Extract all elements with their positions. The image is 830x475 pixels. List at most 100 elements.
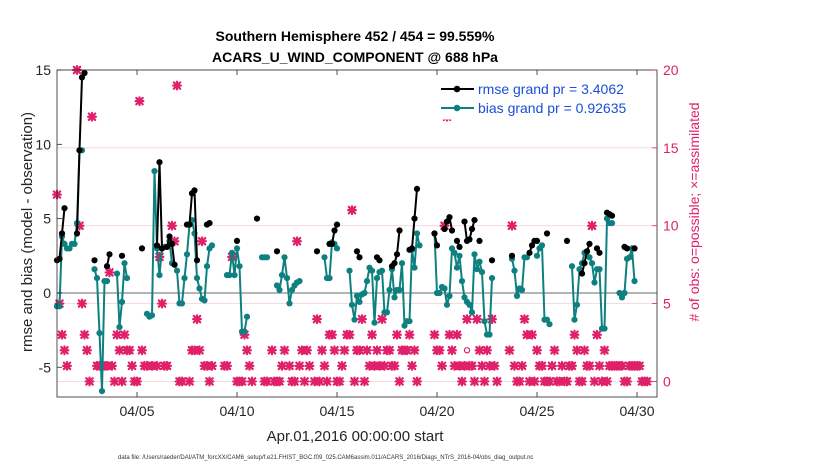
obs-assimilated-marker bbox=[587, 220, 597, 231]
obs-assimilated-marker bbox=[479, 376, 490, 387]
obs-assimilated-marker bbox=[377, 314, 387, 325]
bias-point bbox=[91, 266, 98, 273]
rmse-point bbox=[623, 245, 631, 252]
obs-assimilated-marker bbox=[549, 345, 560, 356]
bias-point bbox=[453, 264, 461, 271]
rmse-point bbox=[441, 225, 448, 233]
obs-assimilated-marker bbox=[82, 345, 92, 356]
obs-assimilated-marker bbox=[519, 314, 530, 325]
obs-assimilated-marker bbox=[312, 314, 322, 325]
bias-point bbox=[386, 286, 393, 294]
rmse-point bbox=[446, 214, 453, 221]
obs-assimilated-marker bbox=[62, 360, 72, 371]
obs-assimilated-marker bbox=[477, 360, 487, 371]
bias-point bbox=[278, 272, 286, 279]
obs-assimilated-marker bbox=[79, 329, 90, 340]
x-tick-label: 04/15 bbox=[319, 403, 354, 419]
bias-point bbox=[586, 254, 593, 261]
rmse-point bbox=[58, 230, 66, 237]
bias-point bbox=[588, 260, 596, 267]
obs-assimilated-marker bbox=[339, 345, 350, 356]
rmse-point bbox=[466, 236, 473, 243]
obs-assimilated-marker bbox=[407, 360, 417, 371]
obs-assimilated-marker bbox=[194, 345, 205, 356]
obs-assimilated-marker bbox=[362, 345, 372, 356]
bias-point bbox=[631, 278, 638, 285]
obs-assimilated-marker bbox=[132, 376, 142, 387]
right-y-tick-label: 20 bbox=[663, 62, 679, 78]
bias-point bbox=[601, 325, 608, 332]
left-y-axis-label: rmse and bias (model - observation) bbox=[19, 112, 36, 352]
obs-assimilated-marker bbox=[567, 360, 577, 371]
rmse-point bbox=[581, 260, 588, 267]
obs-assimilated-marker bbox=[392, 329, 402, 340]
rmse-point bbox=[596, 249, 603, 256]
bias-point bbox=[283, 275, 291, 282]
bias-point bbox=[351, 316, 358, 323]
obs-assimilated-marker bbox=[207, 360, 217, 371]
obs-assimilated-marker bbox=[167, 220, 177, 231]
obs-assimilated-marker bbox=[204, 376, 215, 387]
bias-point bbox=[596, 266, 603, 273]
obs-possible-marker bbox=[463, 347, 471, 354]
bias-point bbox=[226, 272, 233, 279]
rmse-point bbox=[471, 217, 478, 224]
obs-assimilated-marker bbox=[237, 376, 247, 387]
obs-assimilated-marker bbox=[109, 376, 120, 387]
obs-assimilated-marker bbox=[602, 376, 612, 387]
bias-point bbox=[378, 267, 386, 274]
obs-assimilated-marker bbox=[337, 360, 347, 371]
rmse-point bbox=[106, 251, 113, 258]
obs-assimilated-marker bbox=[569, 329, 580, 340]
rmse-point bbox=[76, 147, 83, 154]
rmse-point bbox=[328, 240, 336, 247]
rmse-point bbox=[61, 205, 68, 212]
obs-assimilated-marker bbox=[242, 345, 252, 356]
bias-point bbox=[406, 318, 413, 325]
obs-assimilated-marker bbox=[642, 376, 652, 387]
rmse-point bbox=[456, 243, 463, 250]
bias-point bbox=[446, 292, 453, 299]
obs-assimilated-marker bbox=[84, 376, 95, 387]
rmse-point bbox=[356, 254, 363, 261]
obs-assimilated-marker bbox=[599, 345, 610, 356]
bias-point bbox=[208, 242, 216, 249]
obs-assimilated-marker bbox=[492, 376, 502, 387]
rmse-point bbox=[103, 263, 111, 270]
bias-point bbox=[371, 319, 378, 326]
obs-assimilated-marker bbox=[517, 360, 527, 371]
x-axis-ticks: 04/05 04/10 04/15 04/20 04/25 04/30 bbox=[119, 70, 655, 419]
rmse-point bbox=[433, 242, 441, 249]
bias-point bbox=[333, 245, 341, 252]
obs-assimilated-marker bbox=[349, 376, 360, 387]
obs-assimilated-marker bbox=[87, 111, 97, 122]
bias-point bbox=[441, 285, 448, 292]
obs-assimilated-marker bbox=[482, 345, 492, 356]
rmse-point bbox=[353, 248, 361, 255]
bias-point bbox=[353, 292, 361, 299]
rmse-point bbox=[583, 248, 591, 255]
bias-point bbox=[321, 254, 328, 261]
rmse-point bbox=[156, 159, 163, 166]
left-y-axis-ticks: -5 0 5 10 15 bbox=[35, 62, 62, 375]
bias-point bbox=[71, 240, 78, 247]
obs-assimilated-marker bbox=[277, 360, 287, 371]
obs-assimilated-marker bbox=[172, 80, 182, 91]
bias-point bbox=[391, 294, 398, 301]
bias-point bbox=[193, 275, 201, 282]
obs-assimilated-marker bbox=[274, 376, 285, 387]
obs-assimilated-marker bbox=[292, 236, 302, 247]
bias-point bbox=[518, 286, 526, 294]
obs-assimilated-marker bbox=[134, 96, 145, 107]
bias-point bbox=[346, 267, 353, 274]
bias-point bbox=[103, 278, 111, 285]
x-axis-label: Apr.01,2016 00:00:00 start bbox=[267, 428, 445, 445]
obs-assimilated-marker bbox=[389, 360, 400, 371]
obs-assimilated-marker bbox=[472, 314, 482, 325]
bias-point bbox=[456, 252, 463, 259]
obs-assimilated-marker bbox=[117, 376, 127, 387]
obs-assimilated-marker bbox=[59, 345, 70, 356]
legend-box bbox=[435, 76, 656, 120]
